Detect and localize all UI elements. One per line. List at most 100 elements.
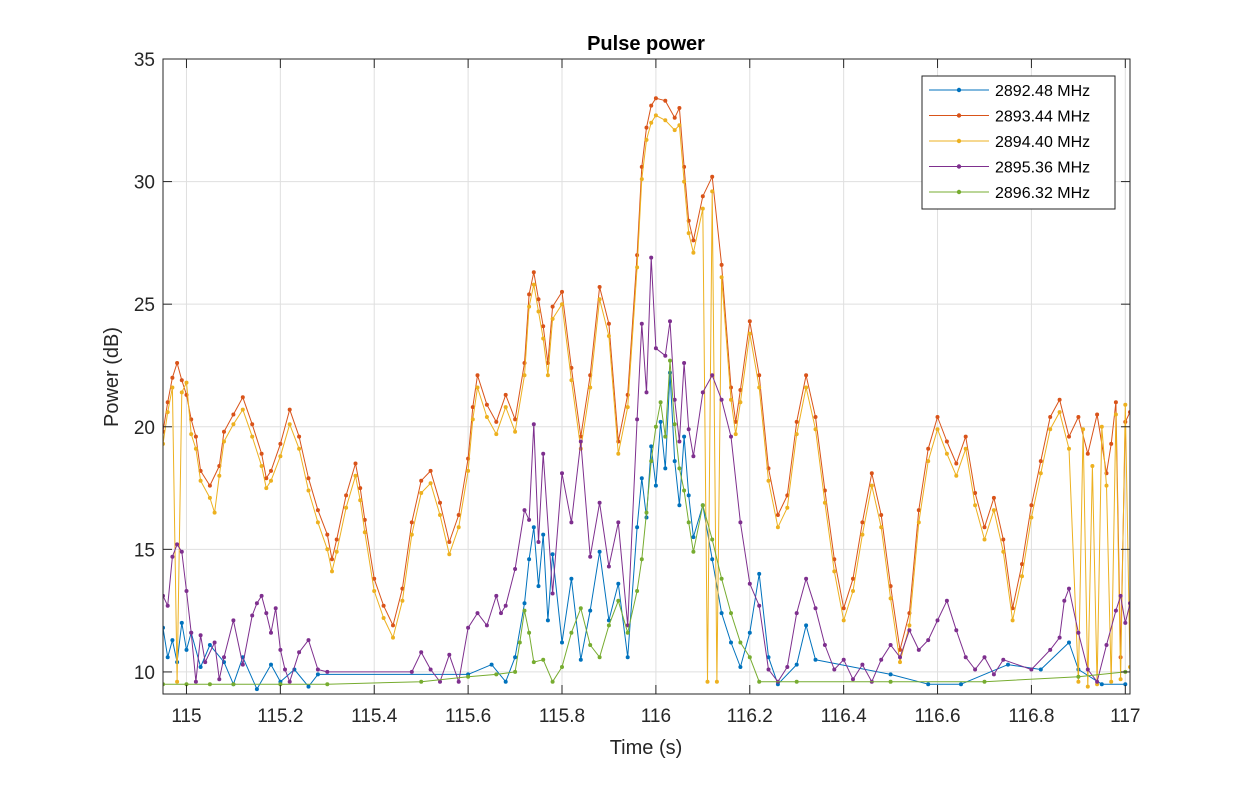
data-point [184,682,189,687]
data-point [794,419,799,424]
data-point [536,309,541,314]
data-point [222,439,226,444]
data-point [982,679,987,684]
data-point [700,390,705,395]
data-point [170,375,175,380]
data-point [1020,562,1024,567]
data-point [677,123,682,128]
x-tick-label: 116.6 [914,706,960,727]
legend-label: 2892.48 MHz [995,83,1090,100]
data-point [794,679,799,684]
data-point [1001,537,1006,542]
data-point [456,679,461,684]
data-point [344,493,349,498]
data-point [804,623,809,628]
data-point [1085,451,1090,456]
data-point [653,113,658,118]
data-point [325,682,330,687]
data-point [494,432,499,437]
data-point [682,179,687,184]
data-point [330,569,334,574]
data-point [757,373,762,378]
data-point [649,444,654,449]
data-point [175,679,180,684]
data-point [184,647,189,652]
data-point [419,650,424,655]
data-point [757,603,762,608]
data-point [860,662,865,667]
series-2 [163,96,1130,660]
data-point [578,439,583,444]
data-point [527,517,532,522]
data-point [616,520,621,525]
data-point [1048,647,1053,652]
data-point [888,643,893,647]
data-point [400,586,405,591]
data-point [409,520,414,525]
data-point [470,405,475,410]
x-tick-label: 115 [171,706,201,727]
data-point [658,419,663,424]
data-point [1118,593,1123,598]
data-point [700,503,705,508]
data-point [804,385,809,390]
data-point [1076,630,1081,635]
data-point [198,633,203,638]
data-point [550,304,555,309]
data-point [714,679,719,684]
legend-item: 2893.44 MHz [929,109,1090,126]
data-point [536,540,541,544]
data-point [639,321,644,326]
data-point [907,628,912,633]
data-point [198,478,203,483]
data-point [686,231,691,236]
data-point [240,395,245,400]
data-point [747,581,752,586]
data-point [879,525,884,530]
data-point [212,510,217,515]
data-point [1123,620,1128,625]
data-point [597,655,602,660]
data-point [653,483,658,488]
data-point [334,549,339,554]
data-point [973,491,978,495]
data-point [438,500,442,505]
data-point [541,657,546,662]
data-point [785,665,790,669]
data-point [578,657,583,662]
data-point [165,655,170,660]
data-point [541,532,546,537]
data-point [536,584,541,589]
data-point [982,655,987,660]
data-point [428,667,433,672]
data-point [315,520,320,525]
data-point [184,380,189,385]
data-point [362,517,367,522]
data-point [700,194,705,199]
data-point [470,417,475,422]
data-point [264,476,269,481]
data-point [484,623,489,628]
data-point [578,434,583,439]
data-point [419,478,424,483]
data-point [729,640,733,645]
data-point [545,618,550,623]
data-point [686,427,691,432]
legend-label: 2896.32 MHz [995,185,1090,202]
data-point [503,603,508,608]
x-tick-label: 116.4 [821,706,868,727]
data-point [217,677,222,682]
data-point [775,525,780,530]
data-point [541,324,546,329]
data-point [682,434,687,439]
data-point [513,567,518,571]
data-point [785,505,790,510]
data-point [898,647,902,652]
data-point [297,650,302,655]
data-point [283,667,287,672]
data-point [935,618,940,623]
data-point [813,427,818,432]
data-point [1067,434,1071,439]
data-point [926,638,931,643]
data-point [179,620,184,625]
